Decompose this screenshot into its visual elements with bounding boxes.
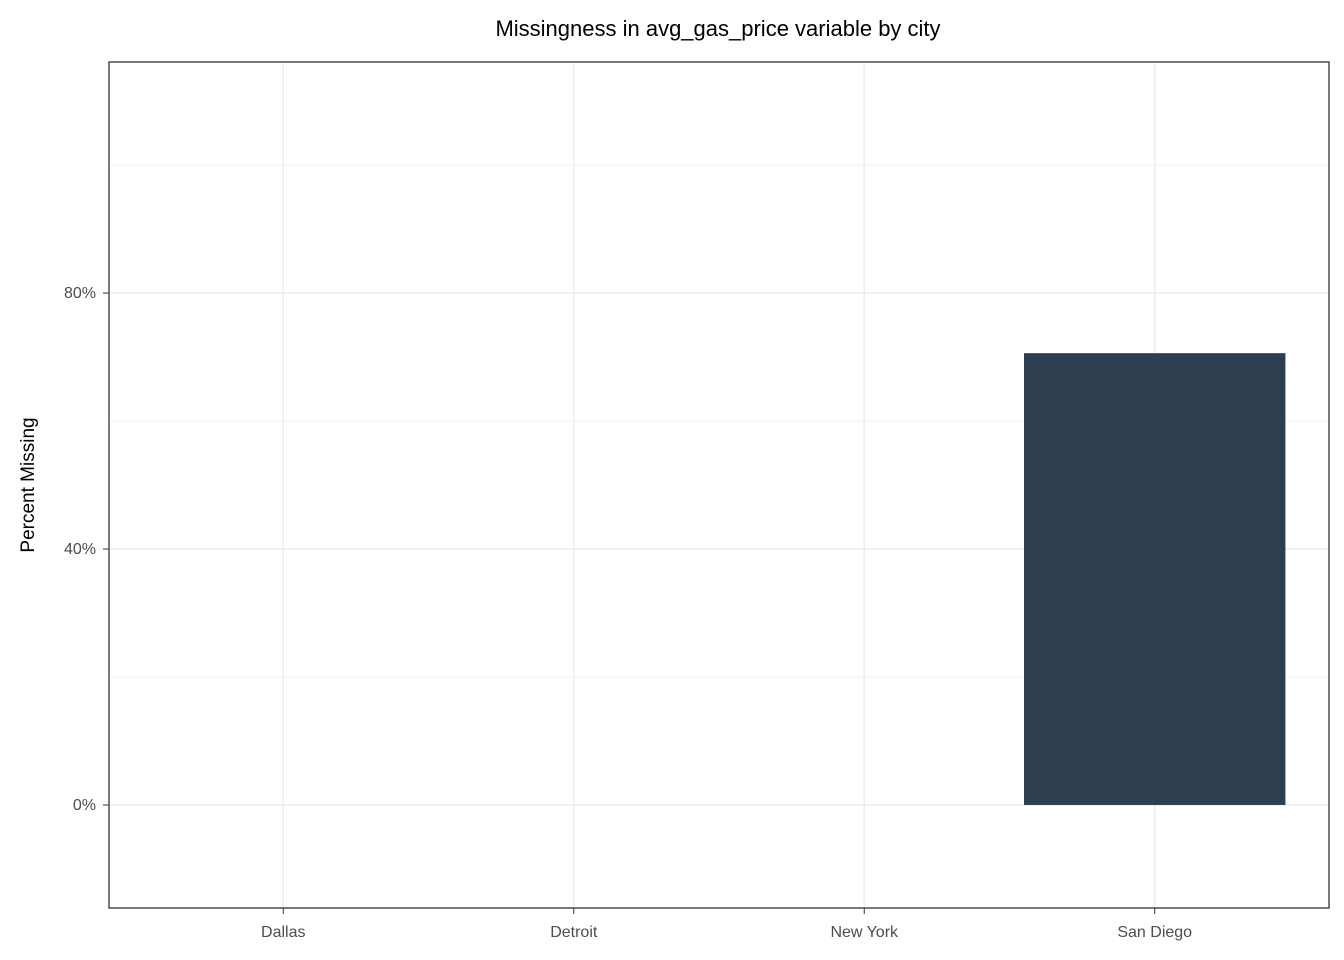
plot-border <box>108 61 1330 909</box>
x-tick-label: New York <box>830 924 899 941</box>
x-tick-label: San Diego <box>1117 924 1192 941</box>
y-tick-label: 80% <box>64 285 96 302</box>
x-tick-label: Dallas <box>261 924 305 941</box>
y-tick-label: 40% <box>64 541 96 558</box>
x-tick-label: Detroit <box>550 924 598 941</box>
y-axis-label: Percent Missing <box>18 417 39 552</box>
bar <box>1024 353 1286 805</box>
y-tick-label: 0% <box>73 797 96 814</box>
chart-title: Missingness in avg_gas_price variable by… <box>495 16 940 41</box>
